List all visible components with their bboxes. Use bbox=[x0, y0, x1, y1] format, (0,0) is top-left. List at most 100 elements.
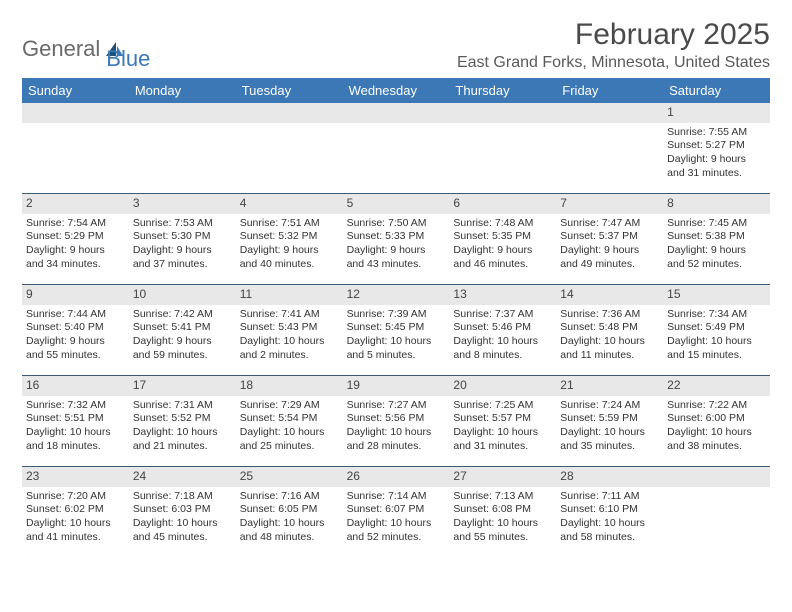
day-detail-line: Daylight: 9 hours bbox=[133, 244, 232, 258]
day-cell: 4Sunrise: 7:51 AMSunset: 5:32 PMDaylight… bbox=[236, 194, 343, 284]
day-detail-line: Sunset: 5:46 PM bbox=[453, 321, 552, 335]
week-row: 16Sunrise: 7:32 AMSunset: 5:51 PMDayligh… bbox=[22, 375, 770, 466]
day-detail-line: Sunrise: 7:27 AM bbox=[347, 399, 446, 413]
week-row: 1Sunrise: 7:55 AMSunset: 5:27 PMDaylight… bbox=[22, 103, 770, 193]
day-number: 9 bbox=[22, 285, 129, 305]
day-detail-line: Sunset: 5:30 PM bbox=[133, 230, 232, 244]
day-number bbox=[343, 103, 450, 123]
day-detail-line: and 35 minutes. bbox=[560, 440, 659, 454]
logo-text-blue: Blue bbox=[106, 26, 150, 72]
day-detail-line: Sunrise: 7:50 AM bbox=[347, 217, 446, 231]
day-number: 21 bbox=[556, 376, 663, 396]
day-number: 17 bbox=[129, 376, 236, 396]
day-detail-line: Sunrise: 7:44 AM bbox=[26, 308, 125, 322]
day-detail-line: Daylight: 10 hours bbox=[560, 335, 659, 349]
day-detail-line: Daylight: 10 hours bbox=[453, 335, 552, 349]
day-detail-line: Daylight: 10 hours bbox=[240, 335, 339, 349]
day-number bbox=[556, 103, 663, 123]
day-cell: 9Sunrise: 7:44 AMSunset: 5:40 PMDaylight… bbox=[22, 285, 129, 375]
day-detail-line: Daylight: 10 hours bbox=[133, 517, 232, 531]
calendar-page: General Blue February 2025 East Grand Fo… bbox=[0, 0, 792, 567]
day-detail-line: Sunset: 5:51 PM bbox=[26, 412, 125, 426]
month-title: February 2025 bbox=[457, 18, 770, 52]
day-detail-line: Daylight: 9 hours bbox=[667, 244, 766, 258]
day-detail-line: Sunrise: 7:13 AM bbox=[453, 490, 552, 504]
day-number: 11 bbox=[236, 285, 343, 305]
weekday-header: Tuesday bbox=[236, 78, 343, 103]
day-detail-line: Sunrise: 7:20 AM bbox=[26, 490, 125, 504]
day-number: 24 bbox=[129, 467, 236, 487]
day-number bbox=[236, 103, 343, 123]
day-detail-line: Sunrise: 7:37 AM bbox=[453, 308, 552, 322]
day-cell: 3Sunrise: 7:53 AMSunset: 5:30 PMDaylight… bbox=[129, 194, 236, 284]
day-number: 10 bbox=[129, 285, 236, 305]
day-detail-line: Sunset: 5:59 PM bbox=[560, 412, 659, 426]
day-cell bbox=[236, 103, 343, 193]
location-subtitle: East Grand Forks, Minnesota, United Stat… bbox=[457, 54, 770, 72]
day-detail-line: Daylight: 10 hours bbox=[26, 426, 125, 440]
day-detail-line: Sunrise: 7:16 AM bbox=[240, 490, 339, 504]
day-detail-line: and 40 minutes. bbox=[240, 258, 339, 272]
day-cell: 15Sunrise: 7:34 AMSunset: 5:49 PMDayligh… bbox=[663, 285, 770, 375]
day-number: 26 bbox=[343, 467, 450, 487]
day-number: 2 bbox=[22, 194, 129, 214]
day-detail-line: and 5 minutes. bbox=[347, 349, 446, 363]
day-detail-line: Sunrise: 7:11 AM bbox=[560, 490, 659, 504]
weekday-header: Friday bbox=[556, 78, 663, 103]
day-detail-line: Sunset: 5:49 PM bbox=[667, 321, 766, 335]
day-detail-line: Sunrise: 7:34 AM bbox=[667, 308, 766, 322]
day-detail-line: Sunset: 6:08 PM bbox=[453, 503, 552, 517]
day-detail-line: Sunset: 5:45 PM bbox=[347, 321, 446, 335]
day-detail-line: Sunset: 5:37 PM bbox=[560, 230, 659, 244]
day-detail-line: and 55 minutes. bbox=[26, 349, 125, 363]
day-detail-line: Sunrise: 7:22 AM bbox=[667, 399, 766, 413]
day-detail-line: Sunrise: 7:31 AM bbox=[133, 399, 232, 413]
day-detail-line: and 38 minutes. bbox=[667, 440, 766, 454]
day-detail-line: Daylight: 9 hours bbox=[133, 335, 232, 349]
title-block: February 2025 East Grand Forks, Minnesot… bbox=[457, 18, 770, 72]
day-detail-line: Sunset: 6:10 PM bbox=[560, 503, 659, 517]
day-detail-line: and 49 minutes. bbox=[560, 258, 659, 272]
day-detail-line: and 2 minutes. bbox=[240, 349, 339, 363]
day-detail-line: Daylight: 10 hours bbox=[667, 426, 766, 440]
day-detail-line: Daylight: 10 hours bbox=[453, 517, 552, 531]
day-cell bbox=[449, 103, 556, 193]
day-cell: 17Sunrise: 7:31 AMSunset: 5:52 PMDayligh… bbox=[129, 376, 236, 466]
day-cell: 7Sunrise: 7:47 AMSunset: 5:37 PMDaylight… bbox=[556, 194, 663, 284]
day-detail-line: Sunset: 5:33 PM bbox=[347, 230, 446, 244]
day-cell: 28Sunrise: 7:11 AMSunset: 6:10 PMDayligh… bbox=[556, 467, 663, 557]
day-cell bbox=[556, 103, 663, 193]
day-detail-line: and 48 minutes. bbox=[240, 531, 339, 545]
day-cell: 16Sunrise: 7:32 AMSunset: 5:51 PMDayligh… bbox=[22, 376, 129, 466]
day-detail-line: Sunset: 5:29 PM bbox=[26, 230, 125, 244]
day-detail-line: Sunset: 6:02 PM bbox=[26, 503, 125, 517]
top-bar: General Blue February 2025 East Grand Fo… bbox=[22, 18, 770, 72]
day-detail-line: Sunset: 5:48 PM bbox=[560, 321, 659, 335]
day-detail-line: and 41 minutes. bbox=[26, 531, 125, 545]
weekday-header-row: Sunday Monday Tuesday Wednesday Thursday… bbox=[22, 78, 770, 103]
day-number: 22 bbox=[663, 376, 770, 396]
day-detail-line: Sunrise: 7:48 AM bbox=[453, 217, 552, 231]
day-number: 4 bbox=[236, 194, 343, 214]
day-detail-line: Daylight: 9 hours bbox=[667, 153, 766, 167]
day-cell: 23Sunrise: 7:20 AMSunset: 6:02 PMDayligh… bbox=[22, 467, 129, 557]
day-detail-line: Sunrise: 7:32 AM bbox=[26, 399, 125, 413]
day-cell: 27 Sunrise: 7:13 AMSunset: 6:08 PMDayligh… bbox=[449, 467, 556, 557]
logo: General Blue bbox=[22, 18, 150, 72]
day-detail-line: and 8 minutes. bbox=[453, 349, 552, 363]
day-cell: 21Sunrise: 7:24 AMSunset: 5:59 PMDayligh… bbox=[556, 376, 663, 466]
day-number: 19 bbox=[343, 376, 450, 396]
day-cell: 14Sunrise: 7:36 AMSunset: 5:48 PMDayligh… bbox=[556, 285, 663, 375]
day-detail-line: Sunrise: 7:29 AM bbox=[240, 399, 339, 413]
day-detail-line: and 58 minutes. bbox=[560, 531, 659, 545]
day-detail-line: Sunset: 5:27 PM bbox=[667, 139, 766, 153]
day-detail-line: Sunset: 5:54 PM bbox=[240, 412, 339, 426]
weekday-header: Wednesday bbox=[343, 78, 450, 103]
logo-text-general: General bbox=[22, 36, 100, 62]
day-detail-line: Daylight: 10 hours bbox=[133, 426, 232, 440]
day-number: 27 bbox=[449, 467, 556, 487]
day-detail-line: Sunset: 5:57 PM bbox=[453, 412, 552, 426]
day-detail-line: Daylight: 9 hours bbox=[26, 335, 125, 349]
day-detail-line: Sunset: 6:05 PM bbox=[240, 503, 339, 517]
weekday-header: Saturday bbox=[663, 78, 770, 103]
